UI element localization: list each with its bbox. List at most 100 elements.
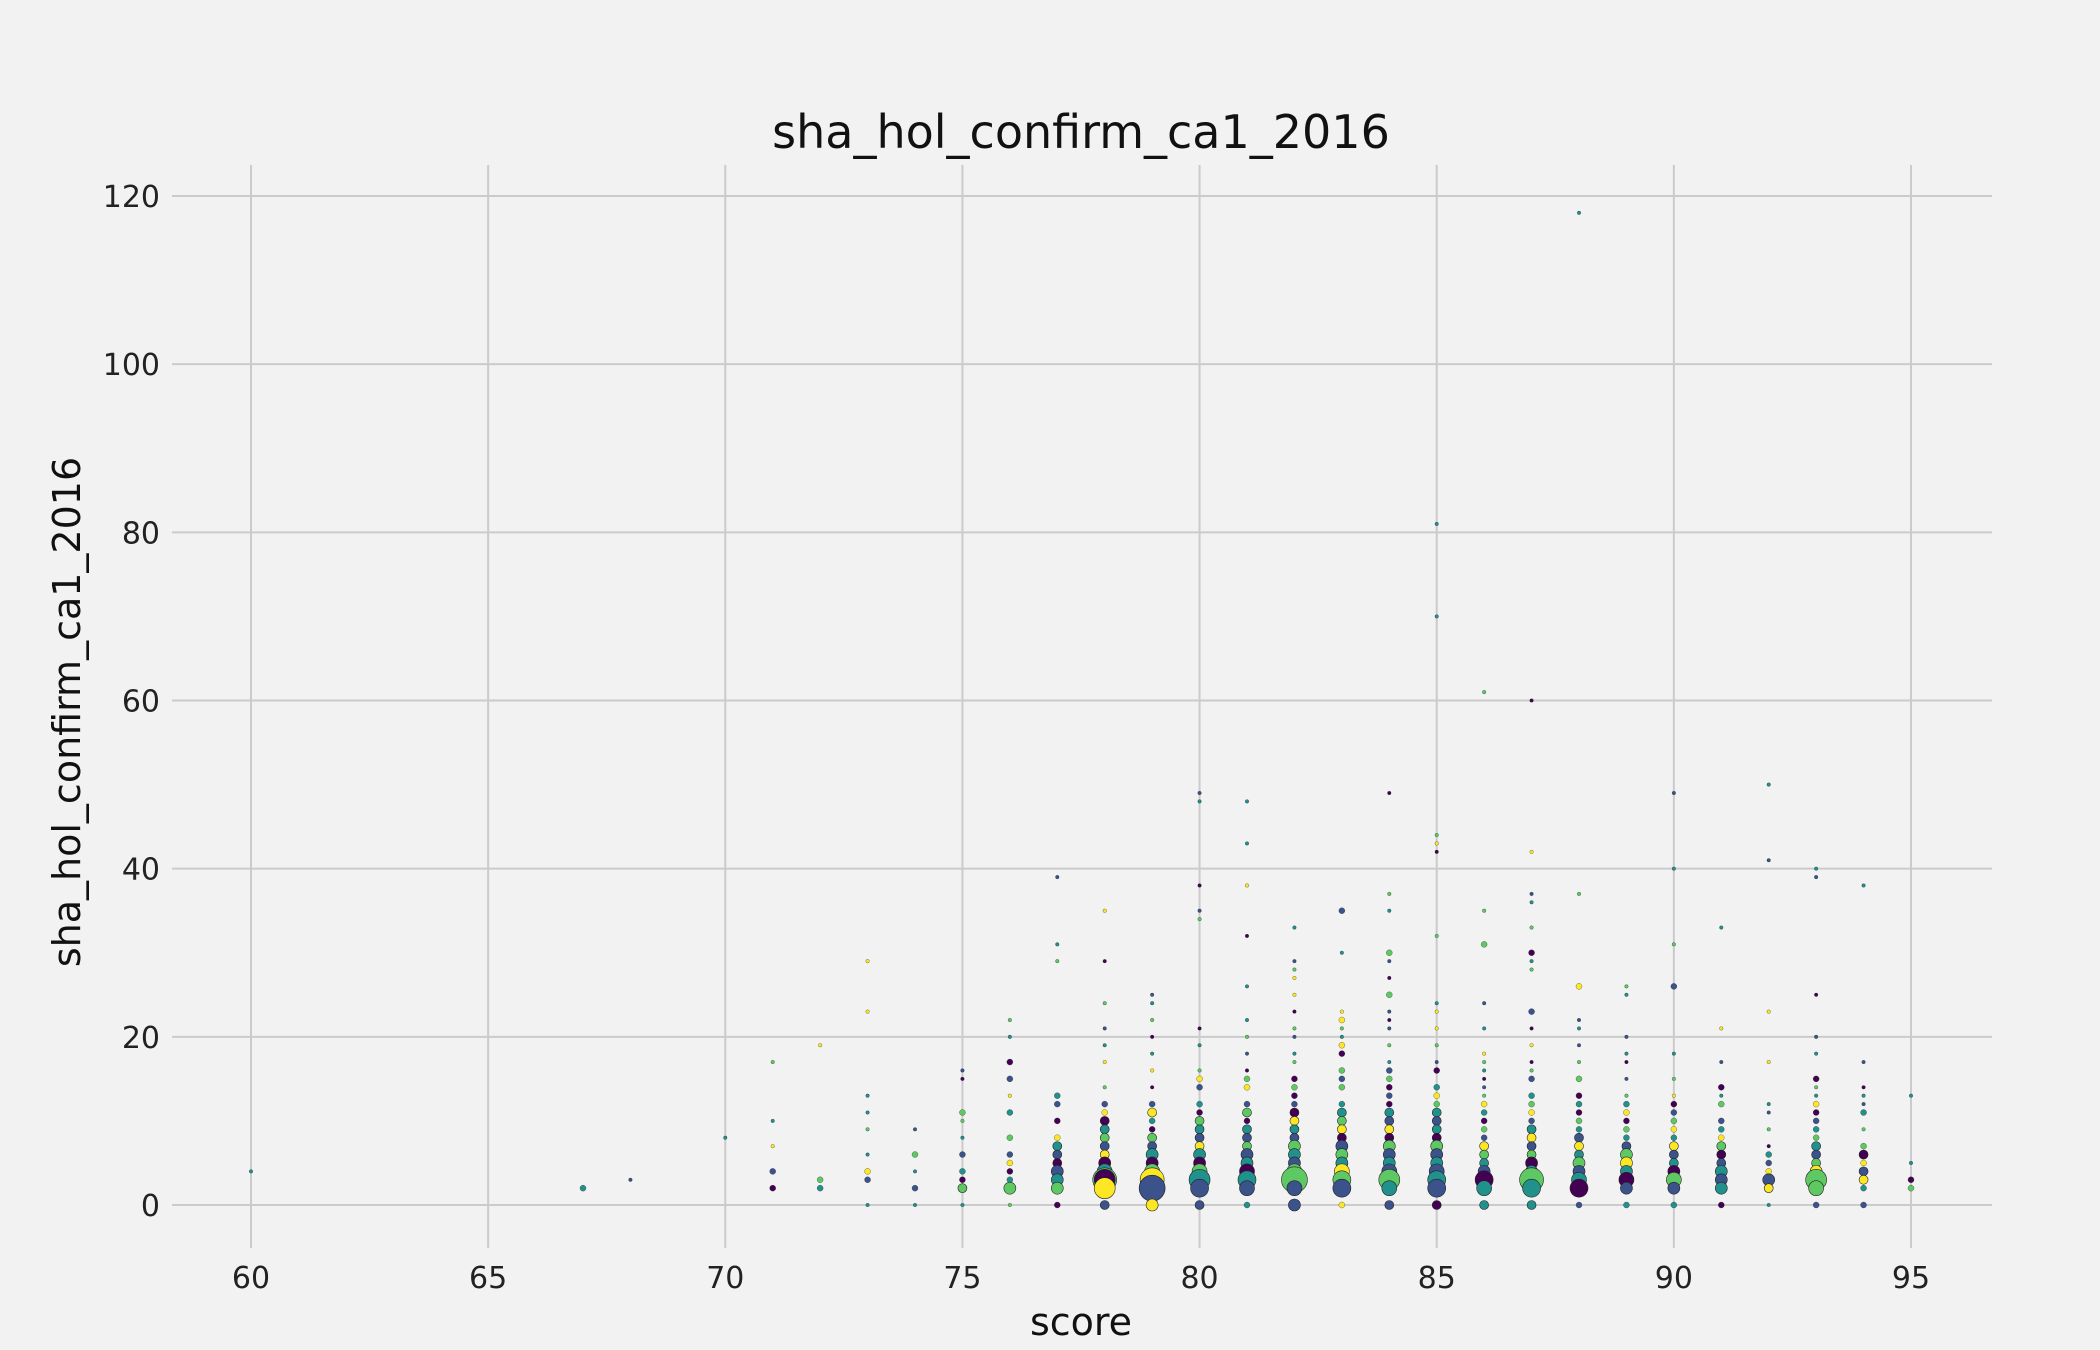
scatter-point [1431,1116,1442,1126]
y-tick-label: 60 [122,685,160,720]
scatter-point [1289,1116,1300,1126]
scatter-point [1245,984,1249,989]
scatter-point [1529,959,1534,964]
y-tick-label: 0 [141,1189,160,1224]
scatter-point [1480,1126,1488,1133]
scatter-point [816,1185,824,1192]
scatter-point [1431,1124,1442,1135]
scatter-point [1620,1181,1633,1195]
scatter-point [1667,1181,1681,1195]
scatter-point [1623,1109,1630,1116]
scatter-point [1197,791,1202,795]
scatter-point [1101,1100,1108,1108]
scatter-point [1623,1201,1630,1209]
scatter-point [1526,1141,1537,1151]
scatter-point [1007,1203,1012,1207]
scatter-point [1577,1026,1581,1031]
scatter-point [1102,1043,1107,1048]
scatter-point [1434,833,1439,837]
scatter-point [1482,1001,1487,1006]
scatter-point [1812,1075,1820,1083]
scatter-point [1479,1200,1489,1210]
scatter-point [1431,1200,1442,1210]
scatter-point [1387,908,1392,913]
scatter-point [1623,1126,1630,1133]
scatter-point [1102,1026,1107,1031]
scatter-point [1387,1026,1392,1031]
scatter-point [1528,1075,1535,1083]
scatter-point [1242,1124,1252,1135]
scatter-point [1718,1117,1725,1125]
scatter-point [1384,1107,1395,1118]
scatter-point [1529,1068,1534,1073]
scatter-point [1434,933,1439,938]
scatter-point [1387,976,1392,980]
scatter-point [1102,908,1107,913]
scatter-point [1716,1141,1727,1151]
scatter-point [1055,959,1060,964]
scatter-point [1102,1060,1107,1065]
scatter-point [1245,841,1249,846]
scatter-point [770,1060,775,1065]
scatter-point [1860,1142,1867,1150]
scatter-point [865,1110,870,1115]
scatter-point [1858,1149,1869,1160]
scatter-point [1386,1092,1393,1099]
scatter-point [865,1127,870,1132]
scatter-point [1099,1132,1110,1143]
scatter-point [1386,1084,1393,1091]
scatter-point [960,1068,965,1073]
scatter-point [1811,1141,1821,1151]
x-tick-label: 90 [1655,1261,1693,1296]
scatter-point [1814,875,1819,880]
scatter-point [1528,1100,1535,1108]
scatter-point [1006,1151,1014,1158]
scatter-point [1338,1201,1346,1209]
scatter-point [1528,949,1535,956]
scatter-point [1719,1060,1724,1065]
scatter-point [1434,614,1439,619]
scatter-point [1529,1043,1534,1048]
scatter-point [1338,1084,1346,1091]
scatter-point [1526,1132,1537,1143]
scatter-point [1291,1100,1298,1108]
scatter-point [1054,1134,1061,1141]
scatter-point [1529,849,1534,854]
scatter-point [1719,1093,1724,1098]
x-tick-label: 80 [1180,1261,1218,1296]
scatter-point [1239,1180,1255,1196]
scatter-point [1623,1117,1630,1125]
scatter-point [1858,1166,1869,1177]
scatter-point [1624,1076,1629,1081]
scatter-point [1148,1117,1156,1125]
scatter-point [1522,1178,1541,1198]
scatter-point [1384,1200,1395,1210]
scatter-point [1526,1124,1537,1135]
scatter-point [1763,1183,1774,1193]
scatter-point [1150,1068,1155,1073]
scatter-point [1671,1051,1676,1056]
scatter-point [1671,866,1676,871]
scatter-point [1292,1009,1297,1014]
scatter-point [1765,1151,1772,1158]
scatter-point [1196,1075,1203,1083]
scatter-point [1529,1026,1534,1031]
scatter-point [1476,1180,1492,1196]
scatter-point [1194,1124,1205,1135]
scatter-point [1054,1092,1061,1099]
scatter-point [1766,782,1771,787]
scatter-point [1243,1084,1251,1091]
scatter-point [1814,866,1819,871]
scatter-point [1482,1051,1487,1056]
scatter-point [1006,1058,1014,1066]
scatter-point [1766,858,1771,863]
scatter-point [1765,1168,1772,1175]
scatter-point [1245,1018,1249,1022]
scatter-point [1387,1009,1392,1014]
scatter-point [1338,1075,1346,1083]
scatter-point [1150,1085,1155,1090]
scatter-point [1289,1107,1300,1118]
scatter-point [1433,1067,1440,1074]
scatter-point [1482,1026,1487,1031]
scatter-point [1006,1134,1014,1141]
